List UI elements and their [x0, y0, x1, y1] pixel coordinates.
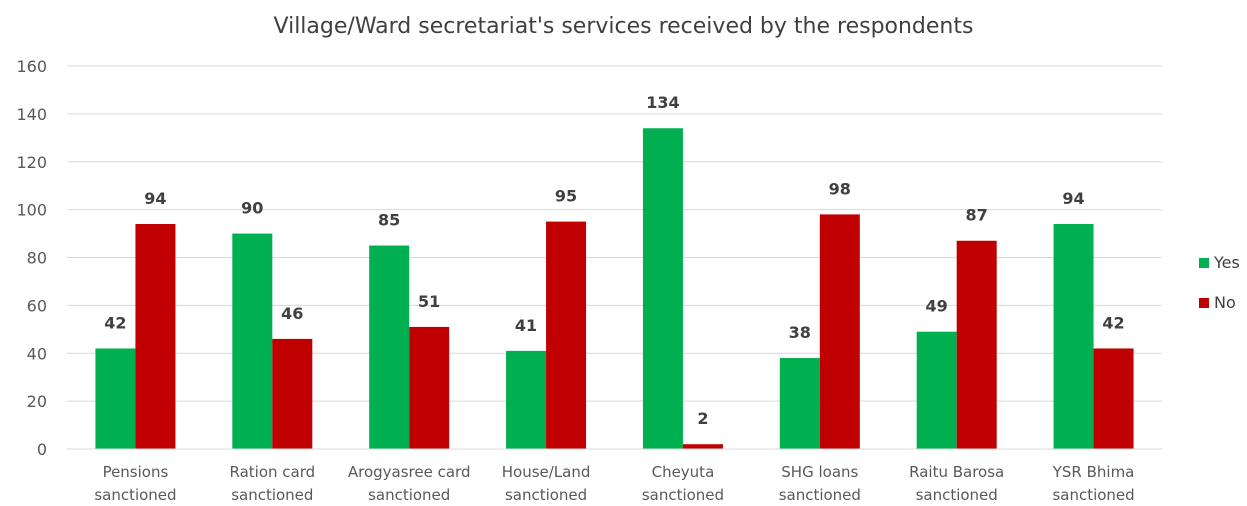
- data-label: 42: [1102, 313, 1124, 332]
- x-tick-label: sanctioned: [231, 486, 313, 504]
- data-label: 98: [829, 179, 851, 198]
- y-tick-label: 80: [27, 249, 47, 268]
- data-label: 134: [646, 93, 679, 112]
- bar-no: [1093, 348, 1134, 449]
- x-tick-label: Arogyasree card: [348, 463, 471, 481]
- data-label: 85: [378, 211, 400, 230]
- data-label: 42: [104, 313, 126, 332]
- chart-title: Village/Ward secretariat's services rece…: [273, 14, 974, 39]
- x-tick-label: House/Land: [502, 463, 591, 481]
- legend-label-yes: Yes: [1214, 253, 1240, 272]
- data-label: 95: [555, 187, 577, 206]
- y-tick-label: 60: [27, 296, 47, 315]
- x-tick-label: YSR Bhima: [1052, 463, 1135, 481]
- x-tick-label: sanctioned: [368, 486, 450, 504]
- bar-no: [819, 214, 860, 449]
- bar-yes: [369, 245, 410, 449]
- data-label: 41: [515, 316, 537, 335]
- legend-label-no: No: [1214, 293, 1236, 312]
- bar-yes: [916, 331, 957, 449]
- y-tick-label: 100: [16, 201, 47, 220]
- bar-yes: [642, 128, 683, 450]
- y-tick-label: 120: [16, 153, 47, 172]
- y-tick-label: 160: [16, 57, 47, 76]
- bar-yes: [1053, 223, 1094, 449]
- bar-no: [409, 326, 450, 449]
- x-tick-label: sanctioned: [94, 486, 176, 504]
- legend-item-no: No: [1199, 293, 1236, 312]
- data-label: 94: [144, 189, 166, 208]
- x-tick-label: Pensions: [103, 463, 169, 481]
- x-tick-label: sanctioned: [916, 486, 998, 504]
- legend-item-yes: Yes: [1199, 253, 1240, 272]
- data-label: 46: [281, 304, 303, 323]
- data-label: 2: [697, 409, 708, 428]
- bar-yes: [779, 358, 820, 449]
- x-tick-label: sanctioned: [505, 486, 587, 504]
- x-tick-label: SHG loans: [781, 463, 858, 481]
- x-tick-label: Ration card: [229, 463, 315, 481]
- legend-swatch-yes: [1199, 257, 1209, 268]
- bar-yes: [95, 348, 136, 449]
- bar-yes: [232, 233, 273, 449]
- bar-no: [135, 223, 176, 449]
- y-tick-label: 40: [27, 344, 47, 363]
- bar-no: [546, 221, 587, 449]
- x-tick-label: sanctioned: [642, 486, 724, 504]
- data-label: 49: [926, 297, 948, 316]
- x-tick-label: Raitu Barosa: [909, 463, 1004, 481]
- data-label: 38: [789, 323, 811, 342]
- x-tick-label: sanctioned: [1052, 486, 1134, 504]
- data-label: 90: [241, 199, 263, 218]
- bar-no: [272, 338, 313, 449]
- y-tick-label: 20: [27, 392, 47, 411]
- legend-swatch-no: [1199, 297, 1209, 308]
- x-tick-label: Cheyuta: [652, 463, 715, 481]
- data-label: 94: [1062, 189, 1084, 208]
- x-tick-label: sanctioned: [779, 486, 861, 504]
- bar-no: [956, 240, 997, 449]
- data-label: 87: [966, 206, 988, 225]
- data-label: 51: [418, 292, 440, 311]
- bar-yes: [506, 350, 547, 449]
- bar-no: [682, 444, 723, 449]
- y-tick-label: 0: [37, 440, 47, 459]
- y-tick-label: 140: [16, 105, 47, 124]
